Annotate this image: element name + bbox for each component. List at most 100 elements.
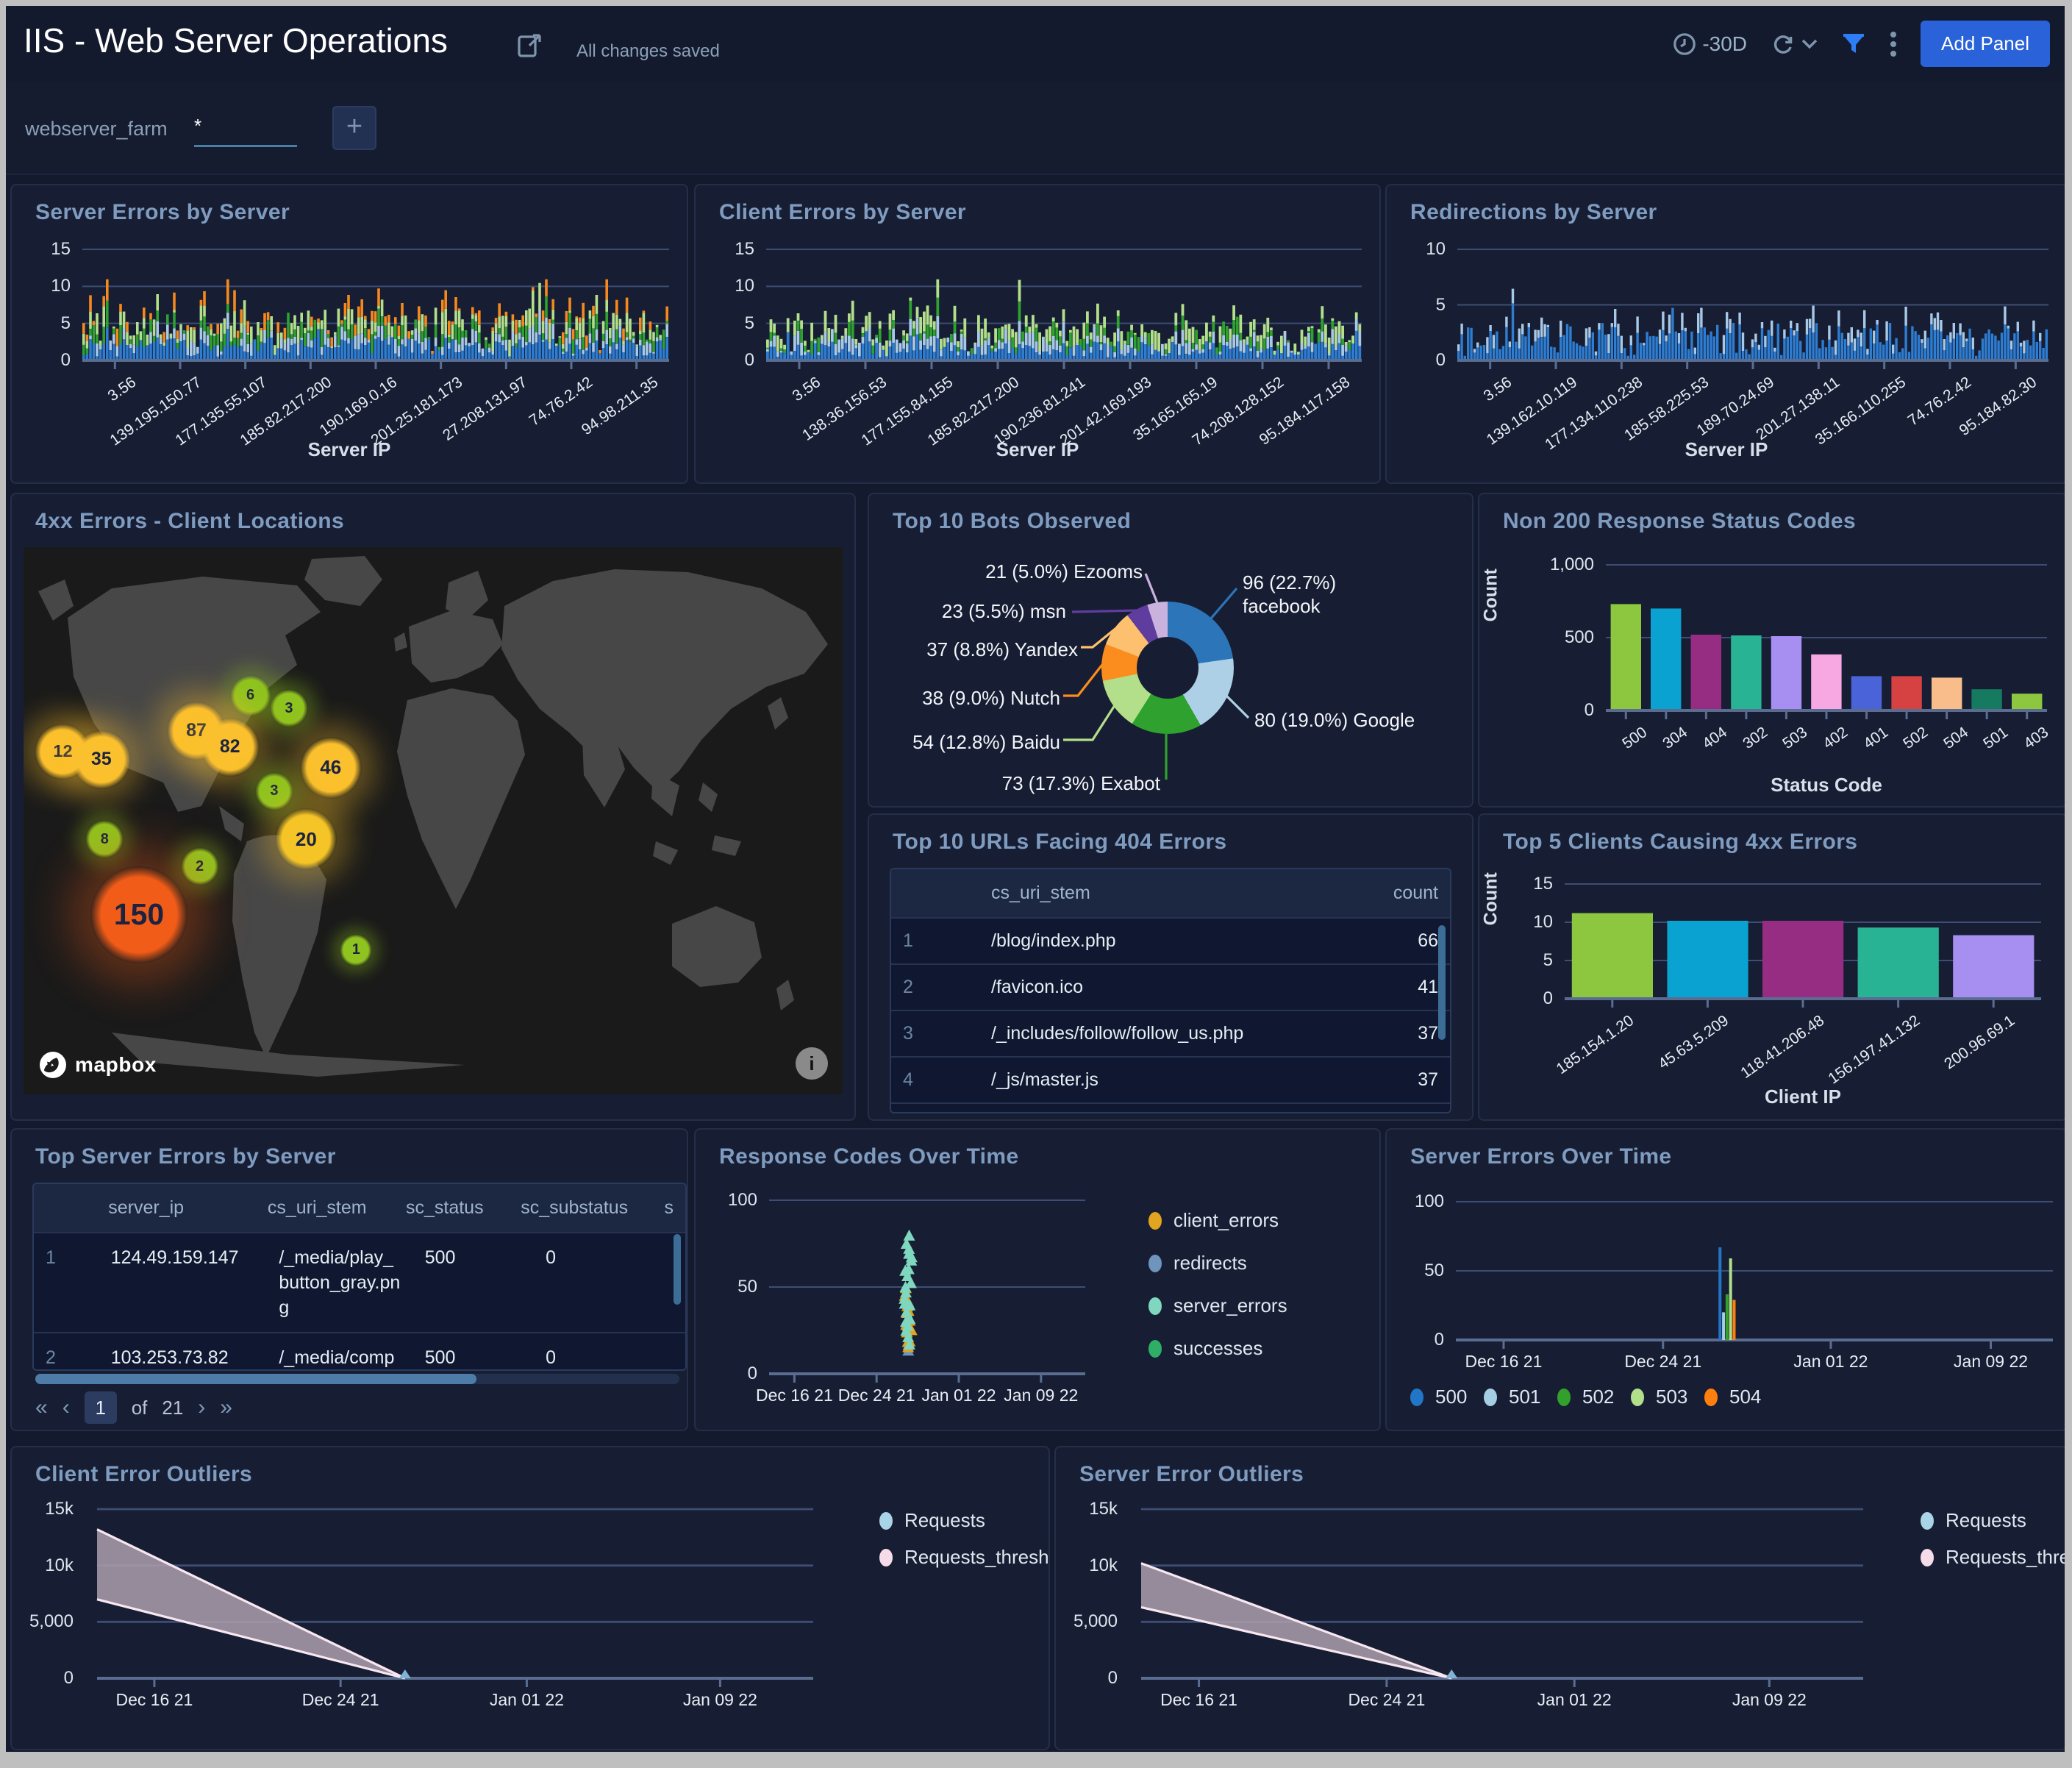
- map-bubble[interactable]: 3: [254, 771, 293, 810]
- time-range-button[interactable]: -30D: [1673, 32, 1747, 56]
- y-tick-label: 10k: [1089, 1555, 1118, 1575]
- legend-dot: [879, 1548, 893, 1566]
- legend-label: Requests_threshold: [904, 1546, 1049, 1568]
- mapbox-logo[interactable]: mapbox: [38, 1050, 157, 1080]
- legend-item[interactable]: 504: [1704, 1386, 1761, 1408]
- y-tick-label: 500: [1564, 627, 1594, 647]
- x-tick-label: Dec 24 21: [301, 1690, 379, 1709]
- legend-item[interactable]: Requests: [879, 1509, 985, 1532]
- clock-icon: [1673, 32, 1696, 56]
- map-bubble[interactable]: 82: [200, 717, 260, 777]
- legend-label: client_errors: [1173, 1209, 1279, 1231]
- map-bubble[interactable]: 20: [275, 808, 337, 871]
- legend-item[interactable]: Requests_threshold: [1921, 1546, 2065, 1569]
- share-icon[interactable]: [518, 32, 543, 57]
- table-row[interactable]: 1 /blog/index.php 66: [891, 917, 1450, 963]
- page-title: IIS - Web Server Operations: [24, 21, 448, 60]
- filter-button[interactable]: [1841, 32, 1866, 57]
- map-bubble[interactable]: 1: [340, 933, 373, 966]
- x-axis-label: Status Code: [1771, 774, 1882, 796]
- refresh-button[interactable]: [1771, 32, 1818, 57]
- map-bubble[interactable]: 2: [180, 847, 219, 886]
- legend-item[interactable]: 500: [1410, 1386, 1467, 1408]
- table-horizontal-scrollbar[interactable]: [35, 1374, 476, 1384]
- legend-item[interactable]: successes: [1148, 1337, 1262, 1360]
- table-row[interactable]: 4 /_js/master.js 37: [891, 1056, 1450, 1102]
- page-current[interactable]: 1: [84, 1391, 117, 1424]
- chevron-down-icon: [1801, 38, 1818, 50]
- legend-item[interactable]: client_errors: [1148, 1209, 1279, 1232]
- y-tick-label: 0: [60, 350, 71, 370]
- legend-label: 503: [1656, 1386, 1688, 1408]
- legend-item[interactable]: Requests: [1921, 1509, 2026, 1532]
- table-row[interactable]: 2 /favicon.ico 41: [891, 963, 1450, 1010]
- map-bubble[interactable]: 150: [90, 866, 188, 963]
- map-bubble[interactable]: 6: [229, 674, 271, 716]
- add-filter-button[interactable]: +: [332, 106, 376, 150]
- refresh-icon: [1771, 32, 1796, 57]
- spike-chart[interactable]: [1387, 1130, 2065, 1430]
- x-tick-label: Jan 09 22: [1954, 1352, 2029, 1371]
- y-tick-label: 10: [1426, 239, 1446, 259]
- map-info-icon[interactable]: i: [796, 1047, 828, 1080]
- panel-server-error-outliers: Server Error Outliers 15k 10k 5,000 0 Dec 16…: [1054, 1446, 2065, 1750]
- y-tick-label: 15: [51, 239, 71, 259]
- x-axis-label: Server IP: [996, 438, 1079, 460]
- x-tick-label: Jan 09 22: [1004, 1386, 1079, 1405]
- map-bubble[interactable]: 8: [85, 820, 124, 859]
- x-axis-label: Server IP: [307, 438, 391, 460]
- panel-non-200-status-codes: Non 200 Response Status Codes 1,000 500 0 5…: [1478, 493, 2065, 808]
- page-next-button[interactable]: ›: [198, 1395, 206, 1419]
- top-404-table: cs_uri_stem count 1 /blog/index.php 66 2…: [890, 868, 1451, 1113]
- legend-dot: [1148, 1297, 1162, 1315]
- table-row[interactable]: 5 /_media/play_button_gray.png 35: [891, 1102, 1450, 1112]
- table-row[interactable]: 1 124.49.159.147 /_media/play_button_gra…: [34, 1232, 685, 1332]
- table-row[interactable]: 3 /_includes/follow/follow_us.php 37: [891, 1010, 1450, 1056]
- y-tick-label: 50: [737, 1277, 757, 1297]
- legend-label: Requests: [1946, 1509, 2026, 1531]
- bar-chart[interactable]: [1479, 494, 2065, 806]
- legend-item[interactable]: 502: [1557, 1386, 1614, 1408]
- page-last-button[interactable]: »: [220, 1395, 232, 1419]
- table-row[interactable]: 2 103.253.73.82 /_media/company_logo.pn …: [34, 1332, 685, 1369]
- kebab-menu-icon[interactable]: [1890, 31, 1897, 57]
- filter-input[interactable]: *: [194, 115, 297, 147]
- map-bubble[interactable]: 35: [71, 730, 131, 790]
- legend-item[interactable]: redirects: [1148, 1252, 1247, 1275]
- outlier-band-chart[interactable]: [12, 1447, 1048, 1749]
- legend-item[interactable]: server_errors: [1148, 1294, 1287, 1317]
- dense-bar-chart[interactable]: [696, 185, 1379, 482]
- y-tick-label: 5: [1543, 950, 1553, 970]
- table-vertical-scrollbar[interactable]: [674, 1234, 681, 1305]
- legend-dot: [1704, 1388, 1718, 1406]
- panel-4xx-client-locations: 4xx Errors - Client Locations: [10, 493, 856, 1121]
- dense-bar-chart[interactable]: [1387, 185, 2065, 482]
- y-tick-label: 5: [744, 313, 754, 333]
- panel-title: 4xx Errors - Client Locations: [35, 509, 345, 533]
- dense-bar-chart[interactable]: [12, 185, 687, 482]
- page-first-button[interactable]: «: [35, 1395, 48, 1419]
- table-vertical-scrollbar[interactable]: [1438, 925, 1446, 1040]
- x-tick-label: Dec 24 21: [1348, 1690, 1426, 1709]
- x-tick-label: Jan 01 22: [1793, 1352, 1868, 1371]
- scatter-chart[interactable]: [696, 1130, 1379, 1430]
- world-map[interactable]: mapbox i 6 3 87 82 12 35 46 3 8 20 2 150 1: [24, 547, 843, 1094]
- page-prev-button[interactable]: ‹: [62, 1395, 70, 1419]
- add-panel-button[interactable]: Add Panel: [1921, 21, 2050, 67]
- map-bubble[interactable]: 46: [299, 736, 362, 799]
- bar-chart[interactable]: [1479, 815, 2065, 1119]
- y-tick-label: 5,000: [1073, 1611, 1118, 1632]
- legend-dot: [1631, 1388, 1644, 1406]
- outlier-band-chart[interactable]: [1056, 1447, 2065, 1749]
- panel-title: Top Server Errors by Server: [35, 1144, 336, 1169]
- filter-bar: webserver_farm * +: [6, 82, 2065, 175]
- legend-item[interactable]: Requests_threshold: [879, 1546, 1049, 1569]
- legend-dot: [1148, 1339, 1162, 1358]
- y-tick-label: 10: [1533, 912, 1553, 932]
- legend-item[interactable]: 503: [1631, 1386, 1687, 1408]
- map-bubble[interactable]: 3: [269, 689, 308, 728]
- y-tick-label: 0: [1435, 350, 1446, 370]
- y-tick-label: 15: [1533, 874, 1553, 894]
- table-header-row: cs_uri_stem count: [891, 869, 1450, 917]
- legend-item[interactable]: 501: [1484, 1386, 1540, 1408]
